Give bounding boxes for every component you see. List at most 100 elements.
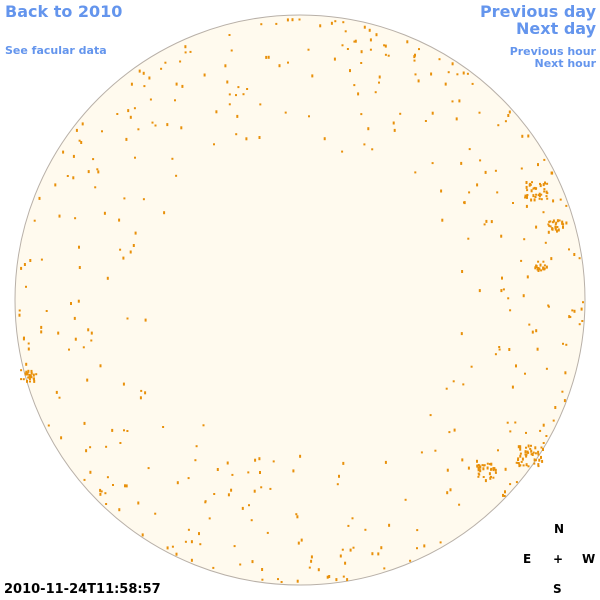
facula: [378, 81, 380, 84]
facula: [451, 100, 454, 103]
facula: [163, 211, 166, 215]
facula: [460, 332, 463, 336]
facula: [384, 53, 387, 56]
facula: [180, 126, 183, 130]
facula: [549, 220, 552, 223]
facula: [525, 463, 528, 467]
facula: [556, 219, 559, 223]
facula: [310, 559, 313, 563]
facular-link[interactable]: See facular data: [5, 44, 107, 57]
facula: [66, 175, 69, 177]
facula: [134, 231, 137, 235]
facula: [118, 218, 121, 222]
facula: [171, 545, 174, 548]
facula: [295, 513, 298, 516]
back-link[interactable]: Back to 2010: [5, 2, 123, 21]
facula: [423, 544, 426, 548]
facula: [561, 390, 564, 393]
next-day-link[interactable]: Next day: [516, 19, 596, 38]
facula: [477, 472, 480, 475]
facula: [478, 289, 481, 293]
facula: [552, 419, 555, 422]
facula: [446, 468, 449, 472]
facula: [522, 294, 525, 298]
facula: [441, 218, 444, 222]
facula: [462, 71, 465, 75]
facula: [383, 567, 386, 570]
facula: [70, 302, 72, 305]
facula: [236, 114, 239, 118]
next-hour-link[interactable]: Next hour: [534, 57, 597, 70]
facula: [360, 113, 363, 116]
facula: [151, 121, 154, 124]
facula: [498, 348, 501, 351]
facula: [542, 183, 545, 187]
facula: [492, 467, 495, 470]
facula: [551, 227, 554, 231]
facula: [486, 466, 489, 470]
facula: [27, 376, 30, 379]
facula: [414, 53, 416, 57]
facula: [547, 305, 550, 308]
facula: [30, 371, 33, 375]
facula: [529, 183, 532, 186]
facula: [494, 353, 497, 356]
previous-hour-link[interactable]: Previous hour: [509, 45, 596, 58]
facula: [195, 445, 198, 448]
facula: [544, 181, 546, 185]
facula: [341, 150, 344, 153]
facula: [204, 500, 207, 503]
facula: [393, 128, 396, 132]
facula: [531, 181, 533, 184]
facula: [40, 330, 43, 334]
facula: [184, 540, 187, 543]
facula: [384, 44, 387, 48]
facula: [215, 110, 218, 114]
facula: [526, 275, 529, 279]
facula: [453, 428, 456, 432]
facula: [520, 259, 523, 262]
facula: [409, 559, 412, 562]
facula: [517, 462, 520, 464]
facula: [565, 204, 568, 207]
facula: [154, 512, 157, 515]
facula: [538, 458, 541, 462]
facula: [30, 369, 33, 373]
facula: [83, 478, 86, 481]
facula: [58, 214, 61, 218]
previous-day-link[interactable]: Previous day: [479, 2, 596, 21]
facula: [29, 259, 32, 262]
facula: [508, 348, 511, 351]
facula: [476, 459, 478, 463]
facula: [481, 464, 484, 467]
facula: [308, 115, 310, 118]
facula: [266, 531, 269, 534]
facula: [540, 193, 543, 196]
facula: [470, 365, 473, 368]
facula: [18, 313, 21, 317]
facula: [199, 543, 202, 546]
facula: [119, 248, 122, 251]
facula: [247, 471, 250, 474]
facula: [87, 328, 90, 332]
facula: [547, 223, 550, 226]
facula: [330, 21, 333, 25]
facula: [154, 124, 157, 127]
facula: [520, 167, 523, 170]
facula: [233, 545, 236, 548]
facula: [492, 469, 495, 472]
facula: [538, 194, 541, 198]
facula: [486, 462, 489, 465]
facula: [526, 189, 529, 192]
facula: [507, 297, 510, 300]
facula: [258, 136, 261, 139]
facula: [194, 459, 197, 462]
facula: [277, 578, 279, 581]
facula: [519, 454, 522, 458]
facula: [483, 464, 486, 467]
facula: [272, 460, 275, 463]
facula: [556, 229, 558, 233]
facula: [540, 269, 543, 272]
facula: [494, 471, 497, 474]
